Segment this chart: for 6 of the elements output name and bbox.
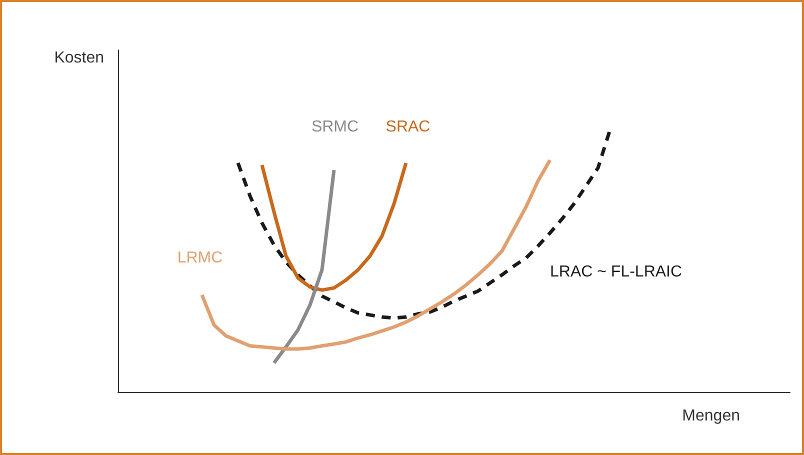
series-label: LRAC ~ FL-LRAIC bbox=[550, 263, 682, 280]
text: SRAC bbox=[386, 118, 430, 136]
y-axis-title: Kosten bbox=[54, 50, 104, 66]
text: LRMC bbox=[177, 250, 223, 267]
x-axis-title: Mengen bbox=[682, 408, 740, 424]
text: SRMC bbox=[311, 118, 359, 136]
